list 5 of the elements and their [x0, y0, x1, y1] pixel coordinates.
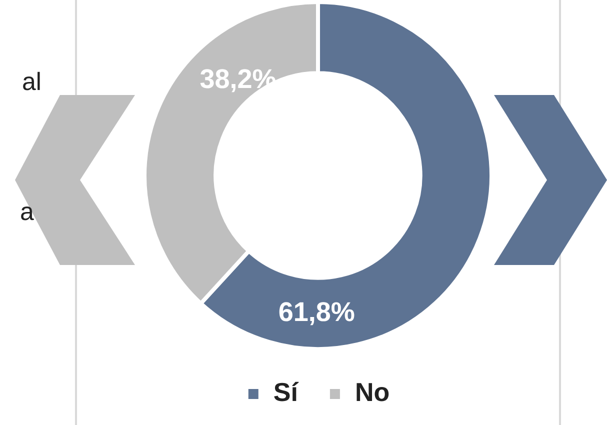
- text: a: [20, 198, 34, 226]
- data-label: 61,8%: [278, 296, 355, 327]
- text: al: [22, 68, 42, 96]
- legend-label: Sí: [273, 377, 299, 408]
- legend-label: No: [354, 377, 390, 408]
